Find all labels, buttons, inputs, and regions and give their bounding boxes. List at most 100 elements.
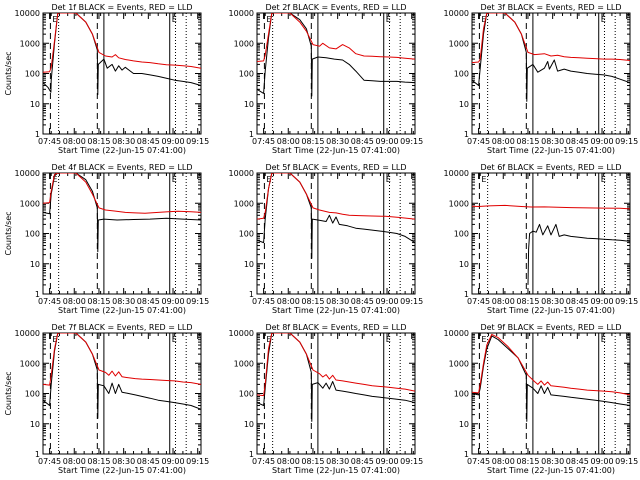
panel-2-y-tick-label: 10 [244, 100, 254, 109]
panel-7-x-tick-label: 08:00 [63, 457, 86, 466]
panel-2-title: Det 2f BLACK = Events, RED = LLD [265, 3, 406, 12]
panel-9-y-tick-label: 10000 [444, 329, 469, 338]
panel-8-x-tick-label: 07:45 [252, 457, 275, 466]
panel-2-y-tick-label: 10000 [229, 9, 254, 18]
panel-5-y-tick-label: 1 [249, 290, 254, 299]
panel-4-marker-label: E [52, 175, 57, 184]
panel-4-y-tick-label: 10 [30, 260, 40, 269]
panel-4-x-tick-label: 08:30 [112, 297, 135, 306]
panel-4-series-lld [43, 173, 201, 214]
panel-5-x-tick-label: 09:00 [375, 297, 398, 306]
panel-1: 1 10 100 1000 10000 07:45 08:00 08:15 08:30 08:45… [4, 3, 209, 155]
panel-8-x-tick-label: 08:15 [301, 457, 324, 466]
panel-5-series-lld [257, 173, 415, 220]
panel-3-y-tick-label: 1000 [449, 39, 469, 48]
panel-7-marker-label: E [172, 335, 177, 344]
panel-1-x-tick-label: 08:45 [137, 137, 160, 146]
panel-5-marker-label: E [386, 175, 391, 184]
panel-7: 1 10 100 1000 10000 07:45 08:00 08:15 08:30 08:45… [4, 323, 209, 475]
panel-5-title: Det 5f BLACK = Events, RED = LLD [265, 163, 406, 172]
panel-8-marker-label: E [386, 335, 391, 344]
panel-3-marker-label: E [481, 15, 486, 24]
panel-9-title: Det 9f BLACK = Events, RED = LLD [480, 323, 621, 332]
panel-3-xlabel: Start Time (22-Jun-15 07:41:00) [487, 146, 615, 155]
panel-1-marker-label: E [172, 15, 177, 24]
panel-2-y-tick-label: 100 [239, 70, 254, 79]
panel-7-y-tick-label: 10 [30, 420, 40, 429]
panel-2-x-tick-label: 08:00 [277, 137, 300, 146]
panel-8-y-tick-label: 1000 [234, 359, 254, 368]
panel-4-y-tick-label: 10000 [15, 169, 40, 178]
panel-2-series-lld [257, 13, 415, 62]
panel-9: 1 10 100 1000 10000 07:45 08:00 08:15 08:30 08:45… [444, 323, 639, 475]
panel-7-x-tick-label: 07:45 [38, 457, 61, 466]
panel-1-x-tick-label: 08:00 [63, 137, 86, 146]
panel-6-x-tick-label: 07:45 [467, 297, 490, 306]
panel-3-x-tick-label: 09:00 [590, 137, 613, 146]
panel-7-x-tick-label: 08:45 [137, 457, 160, 466]
panel-3-y-tick-label: 10 [459, 100, 469, 109]
panel-3-marker-label: E [601, 15, 606, 24]
panel-3-x-tick-label: 09:15 [615, 137, 638, 146]
panel-6-y-tick-label: 1 [464, 290, 469, 299]
panel-7-title: Det 7f BLACK = Events, RED = LLD [51, 323, 192, 332]
panel-6-x-tick-label: 09:15 [615, 297, 638, 306]
panel-7-ylabel: Counts/sec [4, 371, 13, 415]
panel-5-x-tick-label: 08:15 [301, 297, 324, 306]
panel-5-x-tick-label: 08:45 [351, 297, 374, 306]
panel-4-x-tick-label: 08:45 [137, 297, 160, 306]
panel-2-marker-label: E [386, 15, 391, 24]
panel-5-x-tick-label: 09:15 [400, 297, 423, 306]
panel-9-y-tick-label: 100 [454, 390, 469, 399]
panel-1-y-tick-label: 10000 [15, 9, 40, 18]
panel-6-x-tick-label: 08:45 [566, 297, 589, 306]
panel-3-x-tick-label: 07:45 [467, 137, 490, 146]
panel-4-title: Det 4f BLACK = Events, RED = LLD [51, 163, 192, 172]
panel-6-x-tick-label: 08:15 [516, 297, 539, 306]
panel-1-y-tick-label: 10 [30, 100, 40, 109]
panel-7-xlabel: Start Time (22-Jun-15 07:41:00) [58, 466, 186, 475]
panel-9-y-tick-label: 1 [464, 450, 469, 459]
panel-1-ylabel: Counts/sec [4, 51, 13, 95]
panel-2-x-tick-label: 09:00 [375, 137, 398, 146]
panel-9-series-lld [472, 333, 630, 396]
panel-6-series-lld [472, 204, 630, 210]
panel-7-x-tick-label: 09:00 [161, 457, 184, 466]
panel-2-x-tick-label: 09:15 [400, 137, 423, 146]
panel-1-series-lld [43, 13, 201, 73]
panel-8-x-tick-label: 09:15 [400, 457, 423, 466]
panel-7-series-lld [43, 333, 201, 386]
panel-9-xlabel: Start Time (22-Jun-15 07:41:00) [487, 466, 615, 475]
panel-7-series-events [43, 333, 201, 419]
panel-2-x-tick-label: 08:30 [326, 137, 349, 146]
panel-9-x-tick-label: 09:00 [590, 457, 613, 466]
panel-8-x-tick-label: 09:00 [375, 457, 398, 466]
panel-6-marker-label: E [481, 175, 486, 184]
panel-6-series-events [527, 223, 630, 285]
panel-3: 1 10 100 1000 10000 07:45 08:00 08:15 08:30 08:45… [444, 3, 639, 155]
panel-9-marker-label: E [481, 335, 486, 344]
panel-4-x-tick-label: 07:45 [38, 297, 61, 306]
panel-2-xlabel: Start Time (22-Jun-15 07:41:00) [272, 146, 400, 155]
panel-1-x-tick-label: 09:15 [186, 137, 209, 146]
panel-7-x-tick-label: 09:15 [186, 457, 209, 466]
panel-1-x-tick-label: 08:15 [87, 137, 110, 146]
panel-6-y-tick-label: 10 [459, 260, 469, 269]
panel-7-x-tick-label: 08:30 [112, 457, 135, 466]
panel-3-x-tick-label: 08:00 [492, 137, 515, 146]
panel-6-xlabel: Start Time (22-Jun-15 07:41:00) [487, 306, 615, 315]
panel-1-y-tick-label: 100 [25, 70, 40, 79]
panel-6-marker-label: E [601, 175, 606, 184]
panel-5-x-tick-label: 08:00 [277, 297, 300, 306]
panel-5: 1 10 100 1000 10000 07:45 08:00 08:15 08:30 08:45… [229, 163, 424, 315]
panel-7-y-tick-label: 1000 [20, 359, 40, 368]
panel-9-y-tick-label: 1000 [449, 359, 469, 368]
panel-3-x-tick-label: 08:15 [516, 137, 539, 146]
panel-7-y-tick-label: 1 [35, 450, 40, 459]
panel-7-y-tick-label: 100 [25, 390, 40, 399]
panel-6-x-tick-label: 08:30 [541, 297, 564, 306]
panel-2-x-tick-label: 07:45 [252, 137, 275, 146]
panel-5-y-tick-label: 10000 [229, 169, 254, 178]
panel-3-series-lld [472, 13, 630, 64]
